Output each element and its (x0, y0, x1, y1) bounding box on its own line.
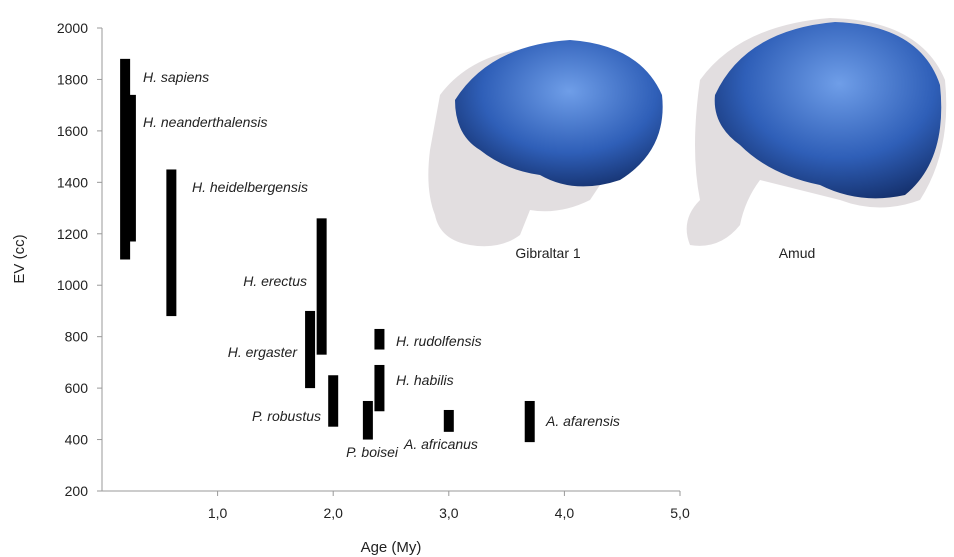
y-tick-label: 800 (65, 329, 89, 345)
species-label: H. neanderthalensis (143, 114, 268, 130)
species-label: H. rudolfensis (396, 333, 482, 349)
species-label: H. heidelbergensis (192, 179, 308, 195)
range-bar (328, 375, 338, 426)
species-label: A. afarensis (545, 413, 620, 429)
species-label: P. boisei (346, 444, 399, 460)
chart: Gibraltar 1 Amud EV (cc) Age (My) 200 400… (0, 0, 954, 557)
image-caption: Gibraltar 1 (515, 245, 581, 261)
y-tick-label: 1400 (57, 174, 88, 190)
range-bar (363, 401, 373, 440)
y-tick-label: 1600 (57, 123, 88, 139)
range-bar (525, 401, 535, 442)
range-bar (305, 311, 315, 388)
species-label: H. erectus (243, 273, 307, 289)
y-tick-label: 1200 (57, 226, 88, 242)
skull-gibraltar (428, 40, 662, 246)
x-axis-title: Age (My) (361, 539, 422, 556)
species-label: A. africanus (403, 436, 478, 452)
range-bar (126, 95, 136, 242)
x-tick-label: 3,0 (439, 505, 459, 521)
skull-amud (687, 18, 947, 246)
species-label: P. robustus (252, 408, 321, 424)
range-bar (317, 218, 327, 354)
y-tick-label: 200 (65, 483, 89, 499)
y-tick-label: 2000 (57, 20, 88, 36)
species-label: H. ergaster (228, 344, 299, 360)
image-caption: Amud (779, 245, 816, 261)
range-bar (374, 365, 384, 411)
species-label: H. habilis (396, 372, 454, 388)
species-label: H. sapiens (143, 69, 209, 85)
y-axis-title: EV (cc) (11, 234, 28, 283)
y-tick-label: 600 (65, 380, 89, 396)
x-tick-label: 5,0 (670, 505, 690, 521)
y-tick-label: 1800 (57, 71, 88, 87)
x-tick-label: 1,0 (208, 505, 228, 521)
y-tick-label: 400 (65, 432, 89, 448)
x-tick-label: 4,0 (555, 505, 575, 521)
y-tick-label: 1000 (57, 277, 88, 293)
x-tick-label: 2,0 (323, 505, 343, 521)
range-bar (166, 169, 176, 316)
range-bar (374, 329, 384, 350)
range-bar (444, 410, 454, 432)
